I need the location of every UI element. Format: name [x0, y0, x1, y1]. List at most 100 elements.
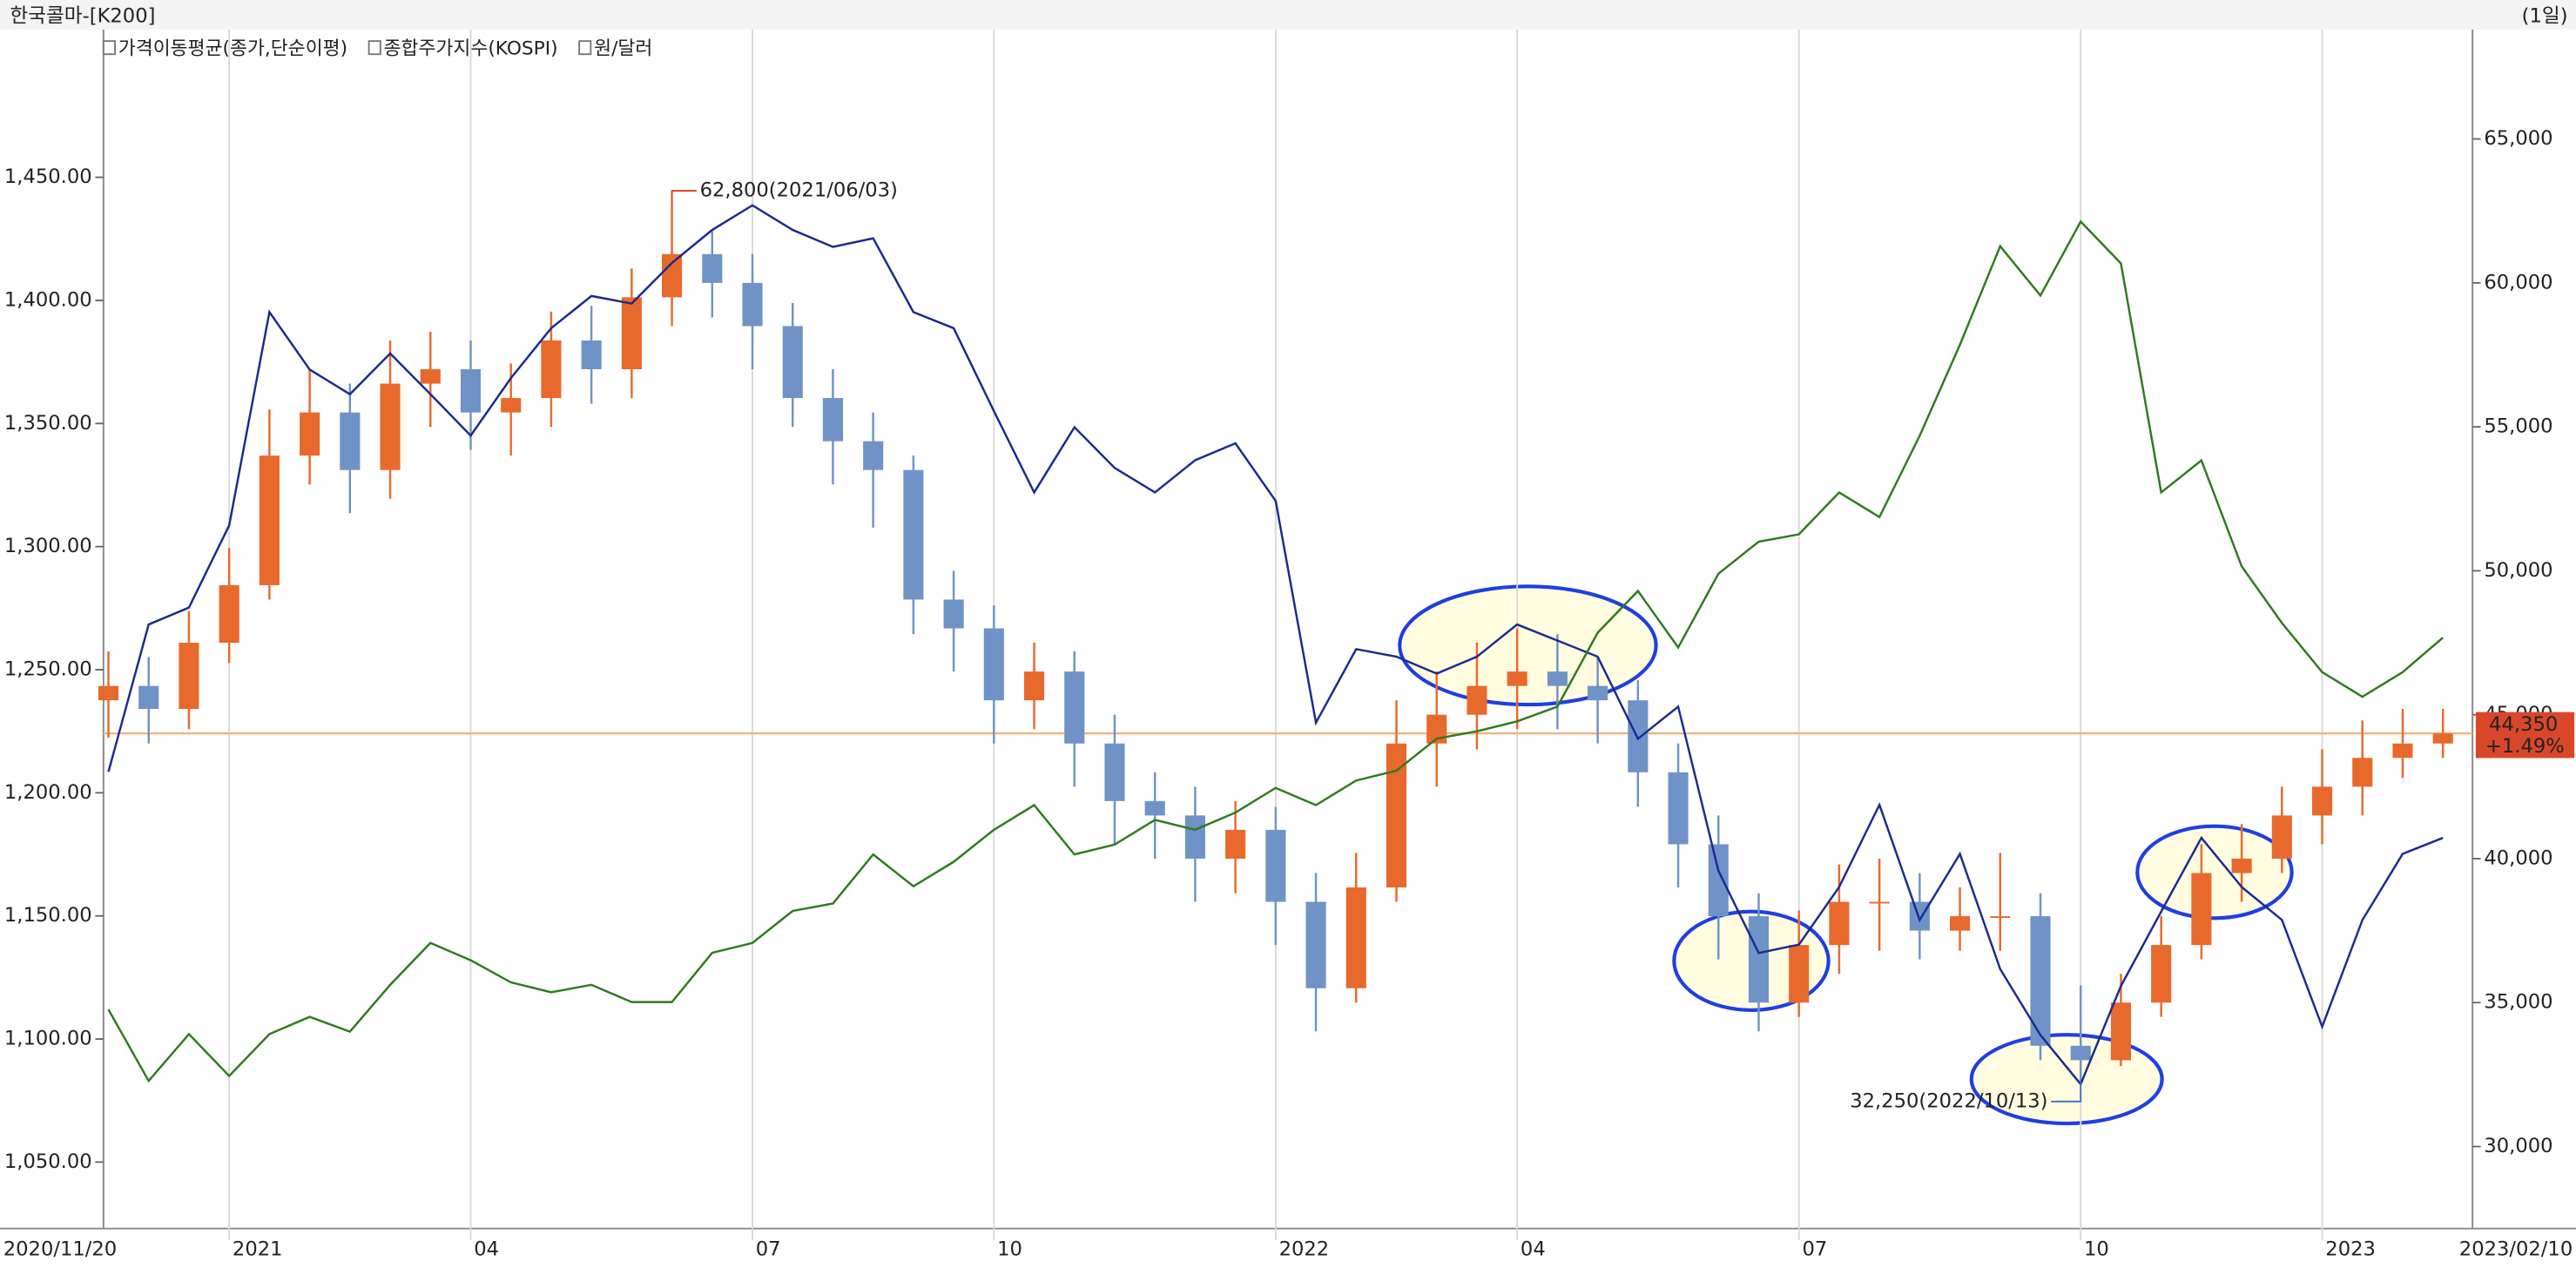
annotation-label: 32,250(2022/10/13)	[1850, 1089, 2047, 1112]
x-tick-label: 07	[756, 1238, 781, 1261]
candle-body	[1345, 887, 1366, 988]
candle-body	[1869, 901, 1890, 904]
y-tick-label: 1,250.00	[4, 658, 92, 680]
y2-tick-label: 35,000	[2484, 991, 2552, 1014]
y2-tick-label: 60,000	[2484, 271, 2552, 293]
y-tick-label: 1,400.00	[4, 288, 92, 311]
candle-body	[98, 685, 119, 701]
candle-body	[1628, 700, 1649, 772]
y2-tick-label: 40,000	[2484, 846, 2552, 869]
series-line	[107, 219, 2444, 1083]
candle-body	[742, 282, 763, 327]
series-line	[107, 204, 2444, 1087]
candle-body	[1064, 671, 1085, 744]
x-tick-label: 07	[1802, 1238, 1827, 1261]
candle-body	[1789, 945, 1810, 1003]
ellipse	[1398, 584, 1658, 707]
x-tick-label: 2023	[2325, 1238, 2376, 1261]
candle-body	[621, 297, 642, 370]
candle-body	[1829, 901, 1850, 946]
candle-body	[1748, 916, 1770, 1003]
candle-body	[2392, 743, 2413, 759]
y-tick-label: 1,350.00	[4, 412, 92, 435]
candle-body	[1023, 671, 1045, 701]
candle-body	[219, 584, 239, 644]
candle-body	[822, 398, 843, 442]
candle-body	[420, 369, 441, 384]
legend-swatch	[368, 40, 381, 56]
candle-body	[1426, 714, 1447, 744]
chart-title: 한국콜마-[K200]	[10, 4, 155, 27]
candle-body	[2151, 945, 2172, 1003]
candle-body	[983, 628, 1004, 701]
x-tick-label: 2023/02/10	[2459, 1238, 2573, 1261]
candle-body	[1990, 916, 2011, 918]
y-tick-label: 1,450.00	[4, 165, 92, 188]
candle-body	[782, 326, 803, 399]
legend-swatch	[102, 40, 116, 56]
candle-body	[1668, 772, 1689, 845]
candle-body	[1708, 844, 1729, 917]
ellipse	[2135, 824, 2294, 921]
candle-body	[259, 455, 280, 585]
x-tick-label: 04	[1521, 1238, 1546, 1261]
candle-body	[1265, 829, 1286, 902]
x-tick-label: 2021	[233, 1238, 283, 1261]
last-price-label: 44,350	[2489, 713, 2558, 736]
candle-body	[1386, 743, 1407, 888]
x-tick-label: 2020/11/20	[3, 1238, 117, 1261]
candle-body	[460, 369, 482, 413]
candle-body	[300, 412, 320, 456]
header-bar	[0, 0, 2576, 30]
candle-body	[702, 253, 723, 283]
candle-body	[1588, 685, 1608, 701]
candle-body	[903, 469, 924, 600]
candle-body	[1507, 671, 1527, 686]
candle-body	[2191, 873, 2212, 946]
candle-body	[1547, 671, 1568, 686]
candle-body	[2070, 1045, 2091, 1061]
y-tick-label: 1,100.00	[4, 1028, 92, 1050]
x-tick-label: 2022	[1279, 1238, 1330, 1261]
y-tick-label: 1,150.00	[4, 904, 92, 927]
candle-body	[662, 253, 683, 298]
candle-body	[179, 643, 199, 710]
y2-tick-label: 50,000	[2484, 559, 2552, 582]
legend-swatch	[578, 40, 592, 56]
candle-body	[1909, 901, 1930, 931]
candle-body	[2352, 758, 2373, 787]
candle-body	[380, 383, 401, 470]
candle-body	[501, 398, 522, 413]
annotation-label: 62,800(2021/06/03)	[700, 179, 898, 202]
candle-body	[1950, 916, 1971, 931]
x-tick-label: 04	[474, 1238, 499, 1261]
x-tick-label: 10	[997, 1238, 1022, 1261]
candle-body	[1184, 815, 1205, 859]
annotation-pointer	[2051, 1082, 2082, 1103]
candle-body	[138, 685, 159, 710]
candle-body	[2030, 916, 2051, 1046]
x-tick-label: 10	[2084, 1238, 2109, 1261]
legend-label: 가격이동평균(종가,단순이평)	[118, 38, 347, 60]
candle-body	[2231, 858, 2252, 873]
candle-body	[1305, 901, 1326, 988]
last-price-box	[2475, 712, 2575, 759]
candle-body	[2432, 733, 2453, 744]
candle-body	[863, 441, 884, 470]
candle-body	[541, 340, 562, 399]
annotation-pointer	[671, 190, 697, 203]
y2-tick-label: 55,000	[2484, 415, 2552, 438]
y-tick-label: 1,200.00	[4, 781, 92, 804]
candle-body	[1225, 829, 1246, 859]
candle-body	[2110, 1002, 2131, 1061]
candle-body	[2271, 815, 2292, 859]
y2-tick-label: 65,000	[2484, 127, 2552, 150]
candle-body	[943, 599, 964, 629]
candle-body	[1144, 800, 1165, 816]
last-price-change: +1.49%	[2485, 735, 2565, 758]
y2-tick-label: 30,000	[2484, 1135, 2552, 1157]
candle-body	[1467, 685, 1487, 715]
y-tick-label: 1,050.00	[4, 1150, 92, 1173]
y-tick-label: 1,300.00	[4, 535, 92, 557]
